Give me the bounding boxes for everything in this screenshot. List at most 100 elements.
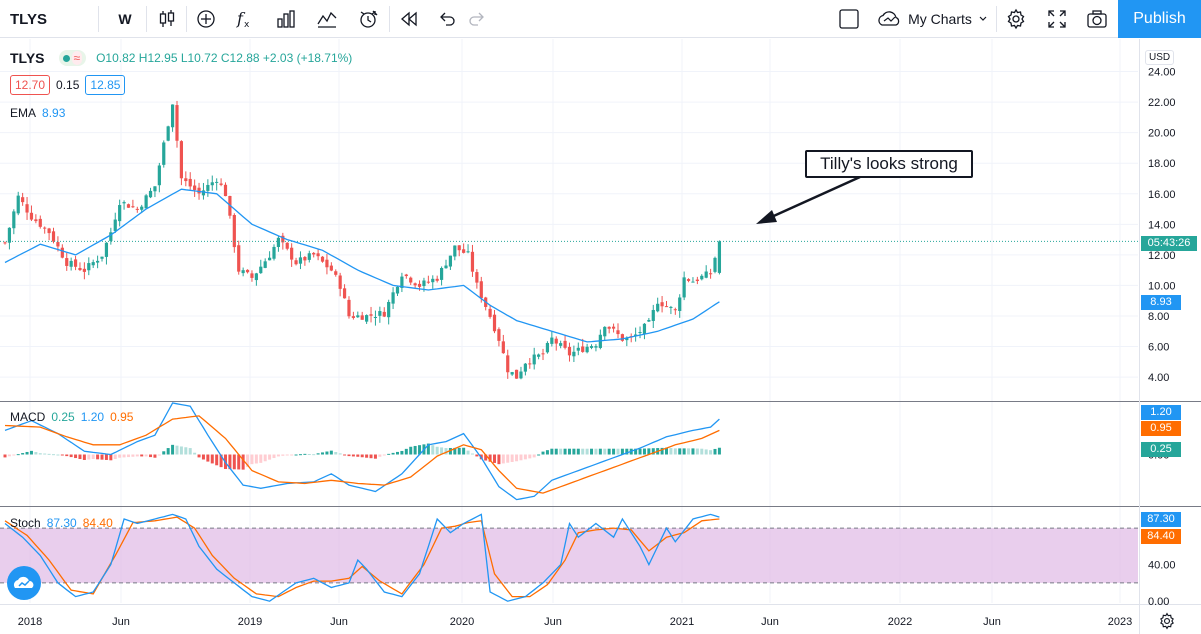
macd-histogram-bar (175, 445, 179, 455)
candle-body (373, 316, 378, 319)
candle-body (285, 242, 289, 249)
candle-body (554, 338, 558, 344)
divider (996, 6, 997, 32)
candle-body (96, 260, 100, 263)
macd-histogram-bar (470, 453, 474, 455)
macd-histogram-bar (298, 454, 302, 456)
market-status-dot-icon (62, 54, 70, 62)
candle-body (660, 302, 664, 307)
candle-body (682, 277, 686, 298)
my-charts-button[interactable]: My Charts (870, 0, 994, 38)
macd-histogram-bar (356, 454, 360, 457)
macd-histogram-bar (179, 446, 183, 455)
macd-histogram-bar (338, 453, 342, 455)
candle-body (673, 309, 677, 311)
macd-histogram-bar (418, 445, 422, 455)
candle-body (563, 340, 567, 348)
camera-icon[interactable] (1078, 0, 1116, 38)
candle-body (647, 319, 651, 322)
candle-body (466, 251, 470, 253)
price-tick-label: 4.00 (1148, 372, 1169, 384)
price-tick-label: 18.00 (1148, 158, 1176, 170)
macd-histogram-bar (709, 450, 713, 455)
macd-histogram-bar (519, 454, 523, 461)
interval-button[interactable]: W (118, 11, 132, 27)
symbol-search-button[interactable]: TLYS (10, 10, 47, 28)
candle-body (435, 278, 439, 281)
stoch-tick-label: 0.00 (1148, 596, 1169, 608)
macd-histogram-bar (625, 448, 629, 455)
macd-histogram-bar (113, 454, 117, 460)
redo-icon[interactable] (458, 0, 496, 38)
candles-icon[interactable] (148, 0, 186, 38)
candle-body (603, 326, 607, 337)
x-tick-label: 2022 (888, 616, 912, 628)
macd-histogram-bar (122, 454, 126, 458)
settings-gear-icon[interactable] (997, 0, 1035, 38)
candle-body (620, 334, 624, 341)
macd-histogram-bar (250, 454, 254, 465)
layout-square-icon[interactable] (830, 0, 868, 38)
stoch-d-value: 84.40 (82, 516, 113, 530)
macd-histogram-bar (43, 453, 47, 455)
legend-status-badge[interactable]: ≈ (58, 50, 87, 66)
axis-settings-gear-icon[interactable] (1158, 612, 1176, 630)
macd-histogram-bar (717, 447, 721, 455)
alert-clock-icon[interactable] (349, 0, 387, 38)
candle-body (29, 212, 34, 220)
macd-signal-line (4, 415, 720, 494)
macd-histogram-bar (501, 454, 505, 464)
macd-histogram-bar (201, 454, 205, 460)
annotation-callout[interactable]: Tilly's looks strong (805, 150, 973, 178)
candle-body (157, 165, 161, 186)
candle-body (514, 369, 519, 379)
candle-body (65, 258, 69, 266)
candle-body (695, 279, 699, 282)
candle-body (550, 337, 554, 344)
candle-body (175, 105, 179, 141)
publish-button[interactable]: Publish (1118, 0, 1201, 38)
chart-canvas[interactable]: 2018 Jun 2019 Jun 2020 Jun 2021 Jun 2022 Jun 2023 2… (0, 39, 1201, 634)
candle-body (250, 273, 254, 278)
macd-histogram-bar (545, 450, 549, 455)
macd-histogram-bar (171, 444, 175, 455)
candle-body (713, 257, 717, 272)
ask-price-box[interactable]: 12.85 (85, 75, 126, 95)
candle-body (188, 178, 192, 187)
replay-icon[interactable] (390, 0, 428, 38)
macd-histogram-bar (620, 448, 624, 455)
x-tick-label: 2019 (238, 616, 262, 628)
currency-label[interactable]: USD (1145, 50, 1175, 65)
compare-icon[interactable] (308, 0, 346, 38)
macd-histogram-bar (60, 454, 64, 456)
macd-histogram-bar (457, 447, 461, 455)
candle-body (488, 308, 492, 317)
macd-histogram-bar (435, 446, 439, 455)
candle-body (303, 256, 307, 261)
financials-icon[interactable] (267, 0, 305, 38)
candle-body (528, 363, 532, 365)
fullscreen-icon[interactable] (1038, 0, 1076, 38)
macd-tag: 1.20 (1141, 405, 1181, 420)
candle-body (506, 355, 510, 373)
candle-body (241, 270, 245, 274)
candle-body (87, 263, 91, 271)
candle-body (378, 311, 382, 316)
undo-icon[interactable] (428, 0, 466, 38)
candle-body (656, 303, 660, 312)
ema-label: EMA (10, 106, 37, 120)
macd-histogram-bar (65, 454, 69, 457)
candle-body (100, 256, 104, 259)
macd-histogram-bar (510, 454, 514, 462)
macd-histogram-bar (537, 454, 541, 456)
candle-body (709, 273, 713, 275)
bid-price-box[interactable]: 12.70 (10, 75, 51, 95)
candle-body (510, 372, 514, 375)
macd-histogram-bar (153, 454, 157, 458)
macd-histogram-bar (642, 448, 646, 455)
macd-histogram-bar (466, 450, 470, 455)
add-indicator-icon[interactable] (187, 0, 225, 38)
tradingview-logo-icon[interactable] (7, 566, 41, 600)
macd-histogram-bar (312, 454, 316, 456)
